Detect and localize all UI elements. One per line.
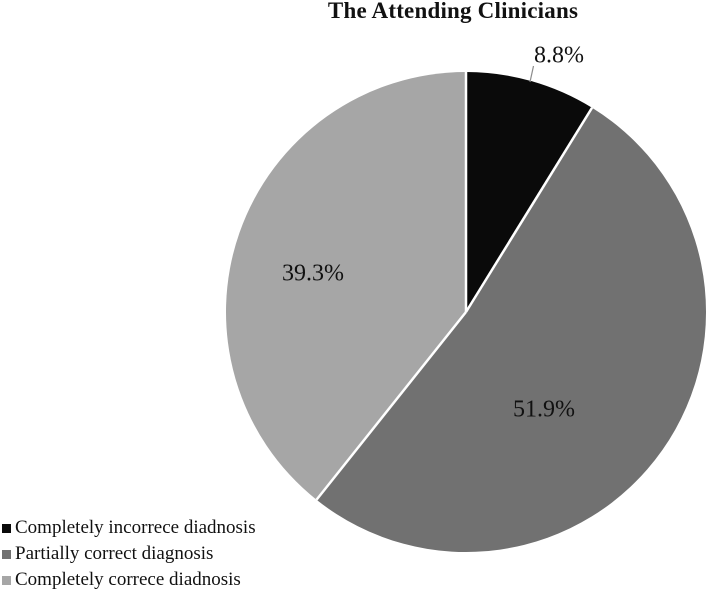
pie-label-partially-correct: 51.9% xyxy=(513,396,575,423)
legend-label: Completely correce diadnosis xyxy=(15,569,241,590)
pie-slice xyxy=(316,107,707,553)
pie-slice xyxy=(466,72,593,312)
slice-divider xyxy=(315,311,467,501)
legend-item-completely-correct: Completely correce diadnosis xyxy=(2,567,256,593)
chart-title: The Attending Clinicians xyxy=(327,0,579,23)
legend-item-completely-incorrect: Completely incorrece diadnosis xyxy=(2,515,256,541)
slice-divider xyxy=(464,107,594,313)
legend-item-partially-correct: Partially correct diagnosis xyxy=(2,541,256,567)
pie-label-completely-incorrect: 8.8% xyxy=(534,42,584,69)
legend-swatch-darkgray-icon xyxy=(2,549,11,559)
legend: Completely incorrece diadnosis Partially… xyxy=(2,515,256,593)
legend-swatch-black-icon xyxy=(2,523,11,533)
pie-label-completely-correct: 39.3% xyxy=(282,260,344,287)
legend-swatch-lightgray-icon xyxy=(2,575,11,585)
legend-label: Partially correct diagnosis xyxy=(15,543,214,564)
leader-line xyxy=(529,65,535,83)
legend-label: Completely incorrece diadnosis xyxy=(15,517,256,538)
pie-slice xyxy=(226,72,466,500)
